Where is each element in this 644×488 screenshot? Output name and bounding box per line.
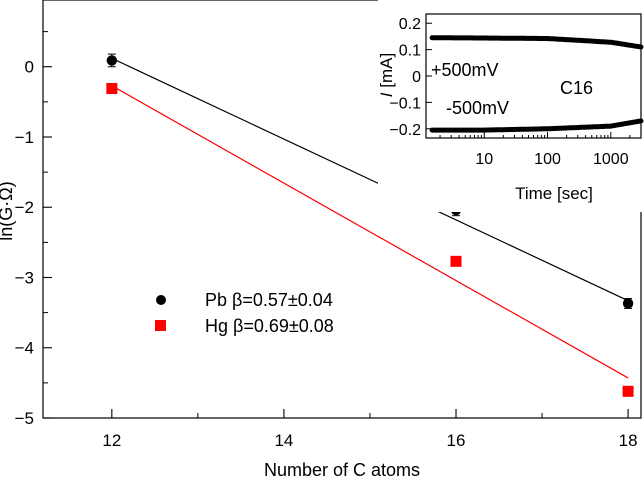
data-point-hg (106, 83, 118, 95)
inset-y-tick-label: 0.1 (399, 43, 421, 60)
y-tick-label: −1 (15, 128, 34, 147)
data-point-pb (106, 55, 118, 66)
y-tick-label: −2 (15, 198, 34, 217)
inset-background (378, 0, 644, 212)
inset-x-axis-label: Time [sec] (515, 184, 593, 203)
y-tick-label: 0 (25, 58, 34, 77)
y-tick-label: −4 (15, 339, 34, 358)
data-point-hg (450, 255, 462, 267)
inset-y-axis-unit: [mA] (377, 53, 396, 93)
x-tick-label: 16 (447, 431, 466, 450)
legend-label-hg: Hg β=0.69±0.08 (205, 316, 334, 336)
inset-y-tick-label: 0 (412, 69, 421, 86)
inset-curve-plus (429, 35, 644, 50)
fit-lines (111, 57, 629, 379)
inset: 10 100 1000 0.2 0.1 0 −0.1 −0.2 +500mV C16 -50… (377, 0, 644, 212)
x-tick-label: 14 (274, 431, 293, 450)
data-point-hg (622, 385, 634, 397)
y-ticks: 0 −1 −2 −3 −4 −5 (15, 31, 52, 428)
inset-annotation-sample: C16 (560, 78, 593, 98)
x-axis-label: Number of C atoms (264, 460, 420, 480)
inset-y-ticks: 0.2 0.1 0 −0.1 −0.2 (389, 16, 432, 139)
x-tick-label: 18 (619, 431, 638, 450)
legend-marker-pb (156, 295, 166, 305)
inset-y-axis-label: I [mA] (377, 53, 396, 97)
inset-curve-minus (429, 118, 644, 133)
inset-annotation-plus: +500mV (431, 60, 499, 80)
legend: Pb β=0.57±0.04 Hg β=0.69±0.08 (155, 290, 334, 336)
fit-line-pb (111, 57, 629, 302)
inset-y-axis-symbol: I (377, 92, 396, 97)
y-tick-label: −5 (15, 409, 34, 428)
inset-y-tick-label: −0.2 (389, 122, 421, 139)
data-point-pb (622, 298, 634, 309)
inset-y-tick-label: 0.2 (399, 16, 421, 33)
y-tick-label: −3 (15, 268, 34, 287)
fit-line-hg (111, 85, 629, 379)
inset-x-tick-label: 100 (534, 151, 561, 168)
x-ticks: 12 14 16 18 (102, 409, 638, 450)
inset-x-tick-label: 10 (475, 151, 493, 168)
inset-curves (429, 35, 644, 133)
x-tick-label: 12 (102, 431, 121, 450)
legend-label-pb: Pb β=0.57±0.04 (205, 290, 333, 310)
inset-x-tick-label: 1000 (593, 151, 629, 168)
y-axis-label: ln(G·Ω) (0, 181, 16, 240)
inset-x-ticks: 10 100 1000 (439, 132, 631, 168)
inset-annotation-minus: -500mV (446, 98, 509, 118)
inset-y-tick-label: −0.1 (389, 95, 421, 112)
legend-marker-hg (155, 320, 166, 331)
